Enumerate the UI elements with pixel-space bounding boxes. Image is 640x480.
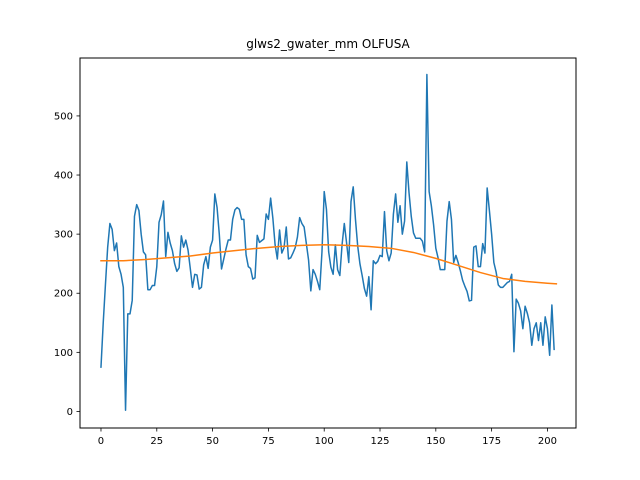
x-tick-label: 175 <box>482 436 501 447</box>
y-tick-label: 300 <box>54 230 73 241</box>
x-tick-label: 75 <box>262 436 275 447</box>
y-axis: 0 100 200 300 400 500 <box>54 111 80 418</box>
x-tick-label: 125 <box>370 436 389 447</box>
x-tick-label: 100 <box>315 436 334 447</box>
series-line-2 <box>100 244 558 285</box>
x-tick-label: 150 <box>426 436 445 447</box>
x-tick-label: 25 <box>150 436 163 447</box>
series-layer <box>100 73 558 412</box>
y-tick-label: 0 <box>67 407 73 418</box>
x-tick-label: 200 <box>538 436 557 447</box>
y-tick-label: 500 <box>54 111 73 122</box>
series-line-1 <box>100 73 555 412</box>
plot-area-frame <box>79 57 577 429</box>
x-axis: 0 25 50 75 100 125 150 175 200 <box>98 428 557 447</box>
chart-title: glws2_gwater_mm OLFUSA <box>246 37 410 51</box>
y-tick-label: 200 <box>54 289 73 300</box>
x-tick-label: 0 <box>98 436 104 447</box>
y-tick-label: 100 <box>54 348 73 359</box>
x-tick-label: 50 <box>206 436 219 447</box>
y-tick-label: 400 <box>54 171 73 182</box>
